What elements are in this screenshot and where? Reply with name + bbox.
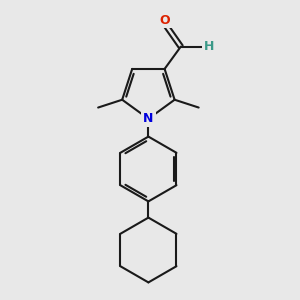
Text: H: H xyxy=(204,40,214,53)
Text: O: O xyxy=(160,14,170,27)
Text: N: N xyxy=(143,112,154,125)
